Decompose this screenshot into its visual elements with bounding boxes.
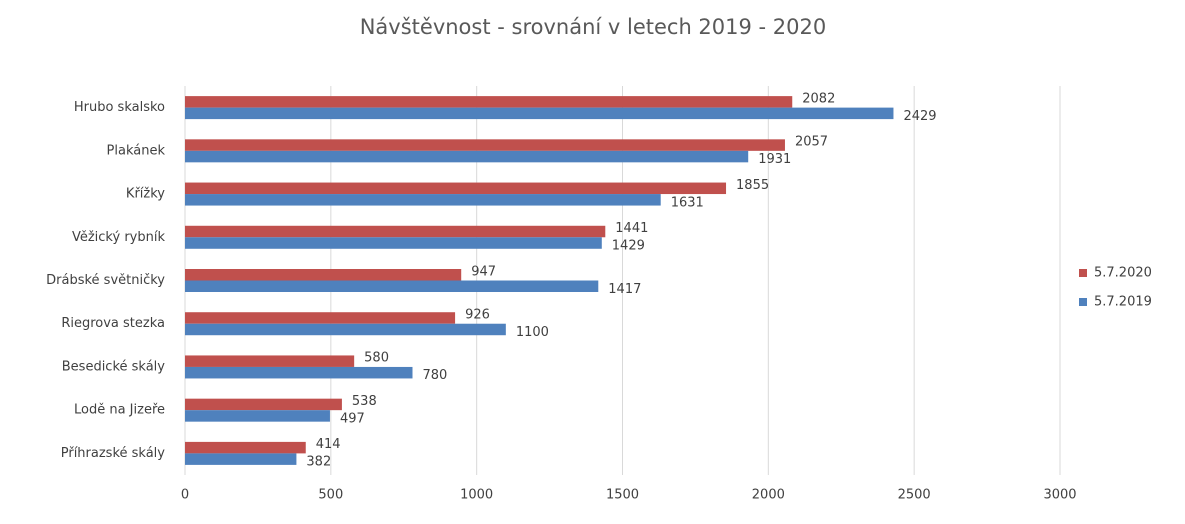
data-label: 947 [471, 264, 496, 279]
data-label: 2057 [795, 135, 828, 150]
data-label: 414 [316, 437, 341, 452]
data-label: 497 [340, 411, 365, 426]
bar [185, 150, 749, 163]
bar [185, 366, 413, 379]
x-tick-label: 2500 [898, 488, 931, 503]
y-tick-label: Příhrazské skály [61, 446, 166, 461]
bar [185, 441, 306, 454]
data-label: 2429 [903, 109, 936, 124]
x-tick-label: 500 [318, 488, 343, 503]
bar [185, 237, 602, 249]
data-label: 1429 [612, 239, 645, 254]
y-tick-label: Křížky [126, 187, 165, 202]
bar [185, 323, 506, 336]
data-label: 1931 [758, 152, 791, 167]
data-label: 2082 [802, 91, 835, 106]
x-tick-label: 0 [181, 488, 189, 503]
data-label: 1631 [671, 195, 704, 210]
bar [185, 312, 456, 324]
y-tick-label: Lodě na Jizeře [74, 403, 165, 418]
bar [185, 269, 462, 281]
legend-swatch [1079, 298, 1087, 306]
y-tick-label: Riegrova stezka [61, 316, 165, 331]
x-tick-label: 2000 [752, 488, 785, 503]
y-tick-label: Besedické skály [62, 359, 166, 374]
data-label: 780 [423, 368, 448, 383]
legend-swatch [1079, 269, 1087, 277]
x-tick-label: 1000 [460, 488, 493, 503]
bar [185, 139, 785, 151]
data-label: 382 [306, 455, 331, 470]
legend-label: 5.7.2020 [1094, 266, 1152, 281]
bar [185, 194, 661, 206]
bar [185, 410, 330, 422]
bar [185, 453, 297, 465]
x-tick-label: 3000 [1043, 488, 1076, 503]
data-label: 1441 [615, 221, 648, 236]
data-label: 580 [364, 351, 389, 366]
data-label: 1855 [736, 178, 769, 193]
bar [185, 225, 606, 238]
bar [185, 96, 793, 108]
data-label: 1100 [516, 325, 549, 340]
data-label: 926 [465, 307, 490, 322]
legend-label: 5.7.2019 [1094, 295, 1152, 310]
y-tick-label: Drábské světničky [46, 273, 165, 288]
bar [185, 280, 599, 292]
bar [185, 182, 727, 195]
data-label: 538 [352, 394, 377, 409]
y-tick-label: Hrubo skalsko [74, 100, 165, 115]
bar [185, 355, 355, 367]
y-tick-label: Věžický rybník [72, 230, 165, 245]
chart-title: Návštěvnost - srovnání v letech 2019 - 2… [360, 15, 827, 39]
y-tick-label: Plakánek [107, 143, 166, 158]
data-label: 1417 [608, 282, 641, 297]
bar [185, 398, 342, 411]
x-tick-label: 1500 [606, 488, 639, 503]
bar [185, 107, 894, 120]
